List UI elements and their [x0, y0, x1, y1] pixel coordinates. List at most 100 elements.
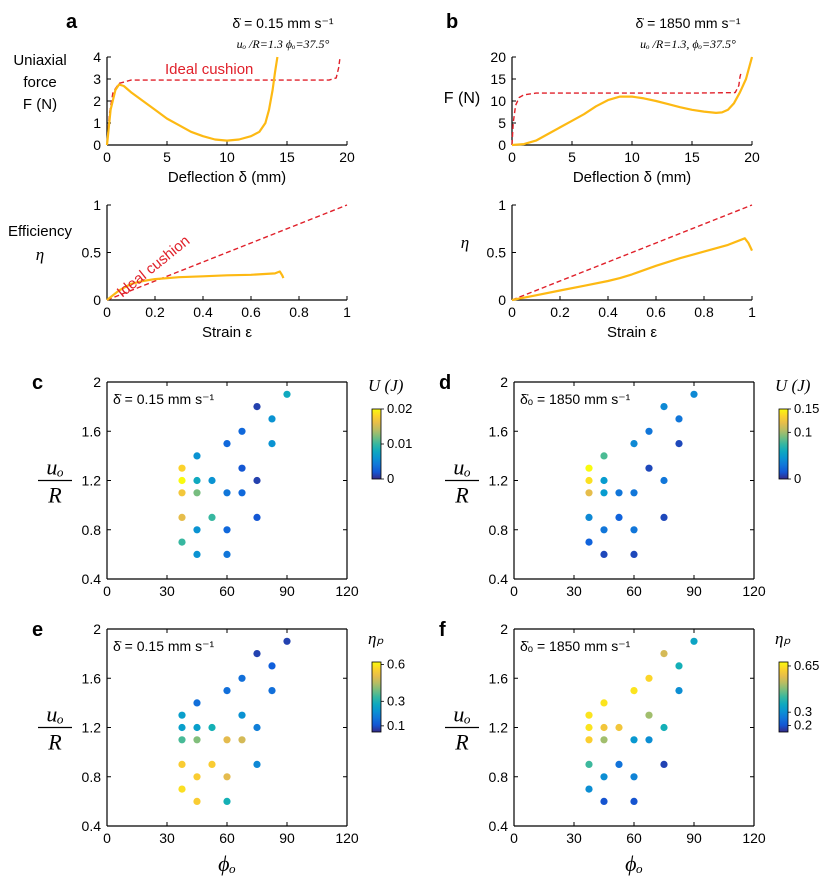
data-point — [223, 440, 231, 448]
data-point — [645, 736, 653, 744]
data-point — [178, 723, 186, 732]
colorbar-tick-label: 0.2 — [794, 717, 812, 732]
inset-rate: δ̇ₒ = 1850 mm s⁻¹ — [520, 638, 631, 654]
y-tick-label: 5 — [498, 115, 506, 131]
data-point — [675, 662, 683, 670]
colorbar-tick-label: 0.1 — [387, 718, 405, 733]
x-tick-label: 0.2 — [550, 304, 570, 320]
data-point — [208, 723, 216, 732]
y-tick-label: 2 — [93, 621, 101, 637]
x-tick-label: 90 — [686, 830, 702, 846]
data-point — [193, 797, 201, 806]
y-tick-label: 15 — [490, 71, 506, 87]
y-tick-label: 1.2 — [82, 720, 102, 736]
header-rate: δ̇ = 0.15 mm s⁻¹ — [232, 15, 333, 31]
panel-a-eff: 0 0.2 0.4 0.6 0.8 1 0 0.5 1 Strain ε Efficiency η Id… — [8, 197, 351, 341]
header-params: uₒ /R=1.3 ϕₒ=37.5° — [237, 37, 330, 51]
data-point — [178, 785, 186, 793]
data-point — [630, 773, 638, 781]
x-tick-label: 0 — [508, 304, 516, 320]
data-point — [223, 797, 231, 806]
y-tick-label: 0.4 — [82, 571, 102, 587]
data-point — [630, 550, 638, 559]
x-tick-label: 0 — [103, 830, 111, 846]
data-point — [268, 415, 276, 423]
x-axis-label: Deflection δ (mm) — [573, 169, 691, 186]
colorbar-tick-label: 0 — [794, 471, 801, 486]
y-tick-label: 1.6 — [82, 423, 102, 439]
y-axis-label: F (N) — [444, 90, 480, 107]
y-tick-label: 0.4 — [489, 818, 509, 834]
data-point — [268, 662, 276, 670]
y-tick-label: 4 — [93, 49, 101, 65]
data-point — [600, 736, 608, 744]
x-tick-label: 30 — [566, 830, 582, 846]
data-point — [238, 736, 246, 744]
x-axis-label: ϕₒ — [625, 851, 643, 876]
y-tick-label: 0 — [498, 137, 506, 153]
y-tick-label: 1.2 — [489, 720, 509, 736]
x-tick-label: 0.8 — [694, 304, 714, 320]
data-point — [223, 773, 231, 781]
y-tick-label: 0.4 — [82, 818, 102, 834]
x-tick-label: 0.6 — [241, 304, 261, 320]
data-point — [193, 526, 201, 534]
ideal-cushion-label: Ideal cushion — [165, 61, 253, 78]
panel-b-eff: 0 0.2 0.4 0.6 0.8 1 0 0.5 1 Strain ε η — [461, 197, 756, 341]
panel-label: c — [32, 372, 43, 394]
ideal-cushion-curve — [511, 204, 753, 301]
experiment-curve — [105, 56, 279, 146]
data-point — [178, 538, 186, 546]
panel-f: 0 30 60 90 120 0.4 0.8 1.2 1.6 2 δ̇ₒ = 1850 mm s⁻¹… — [439, 619, 819, 876]
data-point — [630, 526, 638, 534]
y-tick-label: 1.6 — [489, 670, 509, 686]
header-params: uₒ /R=1.3, ϕₒ=37.5° — [640, 37, 736, 51]
data-point — [600, 550, 608, 559]
y-tick-label: 10 — [490, 93, 506, 109]
x-tick-label: 20 — [744, 149, 760, 165]
x-axis-label: Strain ε — [202, 324, 252, 341]
x-tick-label: 0.8 — [289, 304, 309, 320]
ideal-cushion-curve — [511, 72, 742, 146]
panel-c: 0 30 60 90 120 0.4 0.8 1.2 1.6 2 δ̇ = 0.15 mm s⁻¹ u… — [32, 372, 412, 599]
x-tick-label: 10 — [624, 149, 640, 165]
data-point — [253, 723, 261, 732]
y-tick-label: 0 — [498, 292, 506, 308]
y-tick-label: 0.8 — [82, 769, 102, 785]
x-tick-label: 90 — [279, 830, 295, 846]
y-tick-label: 0 — [93, 292, 101, 308]
colorbar-label: U (J) — [775, 376, 811, 395]
data-point — [675, 415, 683, 423]
colorbar-tick-label: 0.65 — [794, 658, 819, 673]
data-point — [208, 760, 216, 769]
colorbar-label: U (J) — [368, 376, 404, 395]
colorbar-tick-label: 0.02 — [387, 401, 412, 416]
x-tick-label: 1 — [748, 304, 756, 320]
x-tick-label: 5 — [163, 149, 171, 165]
data-point — [645, 711, 653, 719]
data-point — [600, 797, 608, 806]
data-point — [208, 476, 216, 485]
data-point — [585, 489, 593, 497]
data-point — [193, 723, 201, 732]
y-tick-label: 0 — [93, 137, 101, 153]
panel-b-force: 0 5 10 15 20 0 5 10 15 20 Deflection δ (mm) F (N) b δ… — [444, 11, 760, 186]
colorbar — [778, 661, 789, 733]
y-label-denominator: R — [47, 483, 62, 508]
x-tick-label: 0.4 — [598, 304, 618, 320]
x-tick-label: 30 — [566, 583, 582, 599]
data-point — [675, 687, 683, 695]
data-point — [630, 489, 638, 497]
panel-e: 0 30 60 90 120 0.4 0.8 1.2 1.6 2 δ̇ = 0.15 mm s⁻¹ ϕ… — [32, 619, 405, 876]
data-point — [585, 513, 593, 522]
y-axis-label: η — [461, 233, 469, 252]
data-point — [585, 785, 593, 793]
data-point — [600, 476, 608, 485]
y-tick-label: 0.5 — [487, 245, 507, 261]
colorbar-tick-label: 0 — [387, 471, 394, 486]
y-tick-label: 2 — [93, 374, 101, 390]
y-label-numerator: uₒ — [46, 702, 63, 727]
data-point — [660, 650, 668, 658]
x-tick-label: 1 — [343, 304, 351, 320]
